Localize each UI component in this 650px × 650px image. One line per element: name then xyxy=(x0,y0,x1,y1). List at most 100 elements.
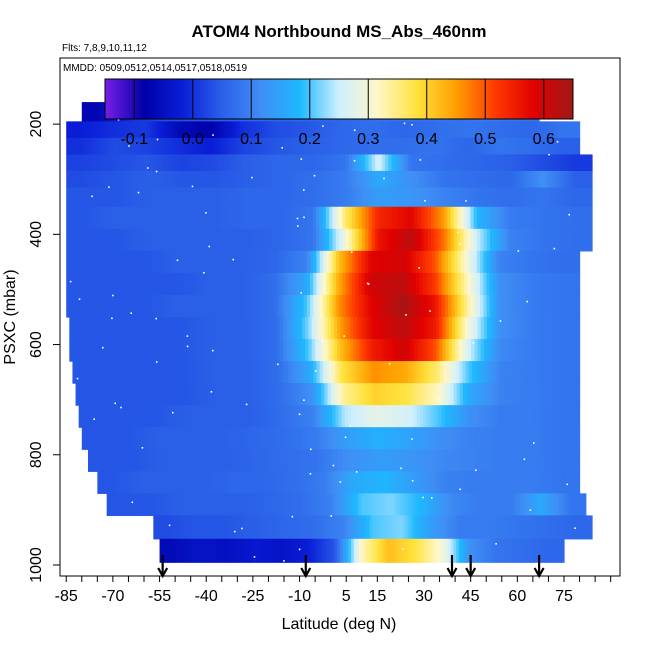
heatmap-cell xyxy=(118,187,123,208)
heatmap-cell xyxy=(566,383,571,406)
heatmap-cell xyxy=(289,170,294,189)
heatmap-cell xyxy=(118,206,123,230)
heatmap-cell xyxy=(396,427,400,450)
speckle xyxy=(102,346,104,349)
heatmap-cell xyxy=(444,228,449,252)
heatmap-cell xyxy=(367,272,372,296)
heatmap-cell xyxy=(569,250,574,274)
heatmap-cell xyxy=(275,538,279,563)
heatmap-cell xyxy=(506,187,511,208)
heatmap-cell xyxy=(460,272,465,296)
heatmap-cell xyxy=(492,250,497,274)
heatmap-cell xyxy=(95,206,100,230)
heatmap-cell xyxy=(269,405,274,428)
heatmap-cell xyxy=(223,493,228,516)
heatmap-cell xyxy=(296,170,301,189)
heatmap-cell xyxy=(441,272,446,296)
heatmap-cell xyxy=(528,250,533,274)
heatmap-cell xyxy=(432,339,437,362)
speckle xyxy=(330,515,332,517)
heatmap-cell xyxy=(232,515,236,540)
heatmap-cell xyxy=(351,137,356,156)
heatmap-cell xyxy=(212,317,217,340)
heatmap-cell xyxy=(238,449,243,472)
heatmap-cell xyxy=(486,471,490,494)
heatmap-cell xyxy=(308,317,313,340)
heatmap-cell xyxy=(122,206,126,230)
heatmap-cell xyxy=(554,383,559,406)
heatmap-cell xyxy=(135,206,140,230)
heatmap-cell xyxy=(477,493,482,516)
heatmap-cell xyxy=(454,515,459,540)
heatmap-cell xyxy=(516,471,520,494)
heatmap-cell xyxy=(467,272,472,296)
heatmap-cell xyxy=(263,471,267,494)
heatmap-cell xyxy=(513,383,518,406)
heatmap-cell xyxy=(276,187,281,208)
heatmap-cell xyxy=(263,317,268,340)
heatmap-cell xyxy=(387,137,391,156)
heatmap-cell xyxy=(155,449,160,472)
heatmap-cell xyxy=(274,250,279,274)
heatmap-cell xyxy=(205,361,210,384)
heatmap-cell xyxy=(310,272,314,296)
heatmap-cell xyxy=(163,493,168,516)
heatmap-cell xyxy=(404,449,409,472)
heatmap-cell xyxy=(233,121,237,139)
heatmap-cell xyxy=(237,427,242,450)
heatmap-cell xyxy=(541,383,546,406)
heatmap-cell xyxy=(461,538,465,563)
heatmap-cell xyxy=(308,427,313,450)
heatmap-cell xyxy=(251,471,255,494)
heatmap-cell xyxy=(487,361,492,384)
heatmap-cell xyxy=(164,228,169,252)
heatmap-cell xyxy=(512,294,516,318)
heatmap-cell xyxy=(419,121,423,139)
heatmap-cell xyxy=(204,294,208,318)
heatmap-cell xyxy=(364,272,369,296)
heatmap-cell xyxy=(429,449,433,472)
heatmap-cell xyxy=(249,137,253,156)
heatmap-cell xyxy=(388,405,393,428)
heatmap-cell xyxy=(345,137,350,156)
heatmap-cell xyxy=(188,137,192,156)
heatmap-cell xyxy=(438,250,443,274)
heatmap-cell xyxy=(330,317,335,340)
heatmap-cell xyxy=(440,154,445,172)
heatmap-cell xyxy=(145,170,149,189)
heatmap-cell xyxy=(242,294,247,318)
heatmap-cell xyxy=(152,449,157,472)
heatmap-cell xyxy=(483,170,488,189)
heatmap-cell xyxy=(342,137,346,156)
heatmap-cell xyxy=(361,427,366,450)
heatmap-cell xyxy=(123,361,127,384)
heatmap-cell xyxy=(157,471,162,494)
heatmap-cell xyxy=(181,228,186,252)
heatmap-cell xyxy=(372,405,377,428)
heatmap-cell xyxy=(515,137,520,156)
heatmap-cell xyxy=(236,294,241,318)
heatmap-cell xyxy=(260,206,264,230)
heatmap-cell xyxy=(374,427,378,450)
heatmap-cell xyxy=(575,170,580,189)
heatmap-cell xyxy=(281,361,286,384)
heatmap-cell xyxy=(467,228,472,252)
heatmap-cell xyxy=(109,471,113,494)
heatmap-cell xyxy=(394,317,399,340)
heatmap-cell xyxy=(316,493,320,516)
heatmap-cell xyxy=(576,272,581,296)
heatmap-cell xyxy=(334,317,338,340)
heatmap-cell xyxy=(240,154,245,172)
heatmap-cell xyxy=(172,471,177,494)
heatmap-cell xyxy=(467,427,472,450)
heatmap-cell xyxy=(382,449,387,472)
heatmap-cell xyxy=(583,515,587,540)
heatmap-cell xyxy=(399,272,404,296)
heatmap-cell xyxy=(469,405,474,428)
heatmap-cell xyxy=(205,493,210,516)
heatmap-cell xyxy=(476,121,481,139)
heatmap-cell xyxy=(554,317,558,340)
heatmap-cell xyxy=(390,294,395,318)
x-tick-label: 60 xyxy=(508,588,526,605)
heatmap-cell xyxy=(521,294,526,318)
